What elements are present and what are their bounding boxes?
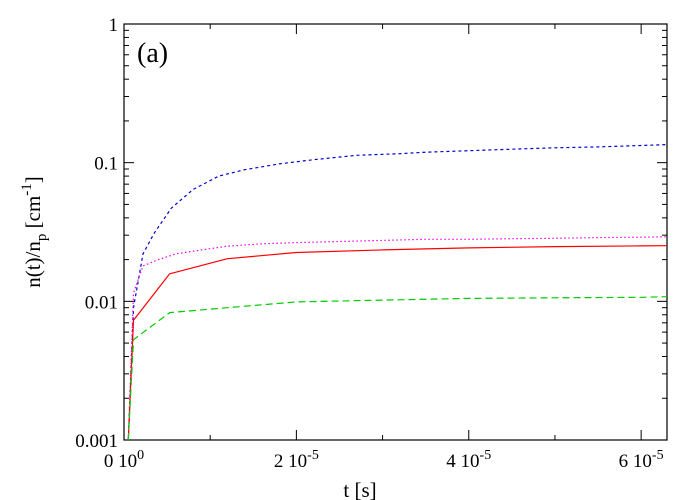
x-tick-label-0: 0 100 — [104, 448, 144, 472]
panel-label: (a) — [137, 38, 168, 69]
x-axis-label: t [s] — [343, 478, 376, 500]
y-axis-label-end: ] — [21, 176, 45, 183]
y-tick-label-2: 0.1 — [94, 154, 118, 175]
tick-labels: 0 100 2 10-5 4 10-5 6 10-5 0.001 0.01 0.1 1 — [75, 15, 663, 472]
y-axis-label-sup: -1 — [19, 183, 35, 196]
x-tick-label-2: 4 10-5 — [446, 448, 491, 472]
x-tick-label-3: 6 10-5 — [619, 448, 664, 472]
ticks — [123, 23, 667, 441]
series-line-1 — [127, 236, 668, 441]
series-line-2 — [127, 245, 668, 441]
y-axis-label: n(t)/np [cm-1] — [19, 176, 50, 288]
y-tick-label-1: 0.01 — [85, 292, 118, 313]
series-line-0 — [127, 144, 668, 441]
x-tick-label-1: 2 10-5 — [274, 448, 319, 472]
series-layer — [127, 144, 668, 441]
y-axis-label-sub: p — [34, 234, 50, 242]
y-tick-label-3: 1 — [109, 15, 119, 36]
plot-frame — [123, 23, 668, 441]
y-axis-label-mid: [cm — [21, 196, 45, 234]
y-tick-label-0: 0.001 — [75, 431, 118, 452]
y-axis-label-base: n(t)/n — [21, 241, 45, 288]
series-line-3 — [127, 296, 668, 441]
